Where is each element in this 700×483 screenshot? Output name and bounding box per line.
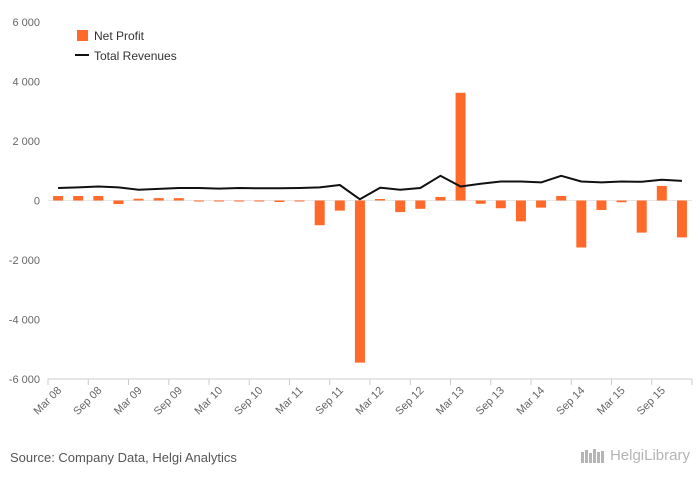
net-profit-bar <box>294 200 305 202</box>
net-profit-bar <box>415 200 426 209</box>
x-tick-label: Sep 14 <box>554 385 587 418</box>
net-profit-bar <box>53 196 64 201</box>
net-profit-bar <box>536 200 547 208</box>
net-profit-bar <box>616 200 627 203</box>
x-tick-label: Mar 13 <box>434 385 467 418</box>
net-profit-bar <box>193 200 204 202</box>
library-icon <box>580 448 604 463</box>
net-profit-bar <box>656 185 667 201</box>
net-profit-bar <box>173 198 184 201</box>
y-tick-label: -6 000 <box>9 374 40 386</box>
net-profit-bar <box>274 200 285 202</box>
source-note: Source: Company Data, Helgi Analytics <box>10 450 237 465</box>
brand-name: HelgiLibrary <box>609 447 690 464</box>
x-tick-label: Mar 09 <box>112 385 145 418</box>
legend: Net Profit Total Revenues <box>75 29 177 63</box>
brand-logo: HelgiLibrary <box>580 447 690 464</box>
net-profit-bar <box>636 200 647 233</box>
net-profit-bar <box>214 200 225 202</box>
net-profit-bar <box>354 200 365 363</box>
y-tick-label: 4 000 <box>12 77 40 89</box>
net-profit-bar <box>676 200 687 238</box>
x-tick-label: Sep 09 <box>152 385 185 418</box>
net-profit-bar <box>475 200 486 204</box>
y-tick-label: -4 000 <box>9 315 40 327</box>
net-profit-bar <box>596 200 607 211</box>
net-profit-bar <box>153 198 164 201</box>
x-tick-label: Sep 13 <box>474 385 507 418</box>
x-tick-label: Sep 10 <box>232 385 265 418</box>
x-tick-label: Sep 12 <box>393 385 426 418</box>
legend-total-revenues-label: Total Revenues <box>94 49 177 63</box>
net-profit-bar <box>334 200 345 211</box>
x-tick-label: Mar 12 <box>353 385 386 418</box>
x-tick-label: Mar 10 <box>192 385 225 418</box>
net-profit-bar <box>314 200 325 226</box>
x-tick-label: Mar 15 <box>595 385 628 418</box>
x-tick-label: Sep 15 <box>635 385 668 418</box>
net-profit-bar <box>395 200 406 213</box>
net-profit-bar <box>93 196 104 201</box>
net-profit-bar <box>515 200 526 222</box>
y-tick-label: 6 000 <box>12 17 40 29</box>
x-tick-label: Mar 11 <box>274 385 306 417</box>
net-profit-bar <box>435 196 446 201</box>
x-tick-label: Sep 08 <box>71 385 104 418</box>
net-profit-bar <box>113 200 124 205</box>
y-tick-label: 0 <box>34 196 40 208</box>
net-profit-bar <box>375 199 386 201</box>
net-profit-bar <box>133 198 144 201</box>
y-tick-label: -2 000 <box>9 255 40 267</box>
y-tick-label: 2 000 <box>12 136 40 148</box>
legend-net-profit-label: Net Profit <box>94 29 145 43</box>
net-profit-bar <box>254 200 265 202</box>
chart: 6 000 4 000 2 000 0 -2 000 -4 000 -6 000 Mar 0… <box>9 17 693 418</box>
total-revenues-line-group <box>58 174 682 201</box>
net-profit-bars <box>53 92 687 363</box>
x-tick-label: Sep 11 <box>313 385 346 418</box>
x-tick-label: Mar 08 <box>31 385 64 418</box>
net-profit-bar <box>234 200 245 202</box>
net-profit-bar <box>73 196 84 201</box>
net-profit-bar <box>495 200 506 209</box>
x-axis: Mar 08 Sep 08 Mar 09 Sep 09 Mar 10 Sep 10 Mar … <box>31 378 693 418</box>
net-profit-bar <box>576 200 587 248</box>
x-tick-label: Mar 14 <box>514 385 547 418</box>
y-axis: 6 000 4 000 2 000 0 -2 000 -4 000 -6 000 <box>9 17 40 386</box>
net-profit-bar <box>455 92 466 201</box>
total-revenues-line <box>58 174 682 201</box>
legend-net-profit-swatch <box>77 30 88 41</box>
net-profit-bar <box>556 196 567 201</box>
